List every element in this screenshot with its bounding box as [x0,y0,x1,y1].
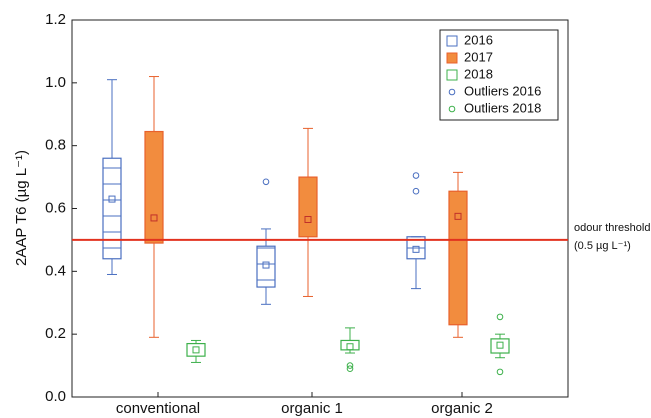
box [490,338,510,354]
box [298,176,318,238]
outlier [496,368,504,376]
legend-swatch [446,52,458,64]
outlier [496,313,504,321]
y-tick-label: 1.2 [45,11,66,28]
y-tick-label: 0.0 [45,388,66,405]
legend-label: 2017 [464,49,493,64]
threshold-sublabel: (0.5 µg L⁻¹) [574,240,631,252]
mean-marker [150,214,158,222]
outlier [412,172,420,179]
legend-label: 2016 [464,32,493,47]
y-tick-label: 0.2 [45,325,66,342]
outlier [262,178,270,186]
legend-outlier-marker [448,105,456,113]
outlier [346,362,354,369]
legend-swatch [446,35,458,47]
mean-marker [192,346,200,354]
mean-marker [262,261,270,269]
y-tick-label: 0.8 [45,137,66,154]
y-tick-label: 1.0 [45,74,66,91]
legend-label: Outliers 2016 [464,83,541,98]
legend-frame [439,29,559,121]
x-tick-label: organic 2 [431,400,493,417]
box [144,130,164,244]
y-tick-label: 0.6 [45,199,66,216]
mean-marker [454,212,462,220]
outlier [346,365,354,373]
mean-marker [304,215,312,223]
box [102,157,122,260]
outlier [412,187,420,195]
legend-label: 2018 [464,66,493,81]
mean-marker [412,245,420,253]
box [186,342,206,357]
mean-marker [346,343,354,351]
threshold-label: odour threshold [574,222,650,234]
x-tick-label: organic 1 [281,400,343,417]
legend-label: Outliers 2018 [464,100,541,115]
box [256,245,276,288]
box [448,190,468,326]
box [406,236,426,260]
legend-swatch [446,69,458,81]
mean-marker [108,195,116,203]
legend-outlier-marker [448,88,456,96]
y-tick-label: 0.4 [45,262,66,279]
y-axis-label: 2AAP T6 (µg L⁻¹) [13,150,30,266]
x-tick-label: conventional [116,400,200,417]
box [340,339,360,351]
mean-marker [496,341,504,349]
